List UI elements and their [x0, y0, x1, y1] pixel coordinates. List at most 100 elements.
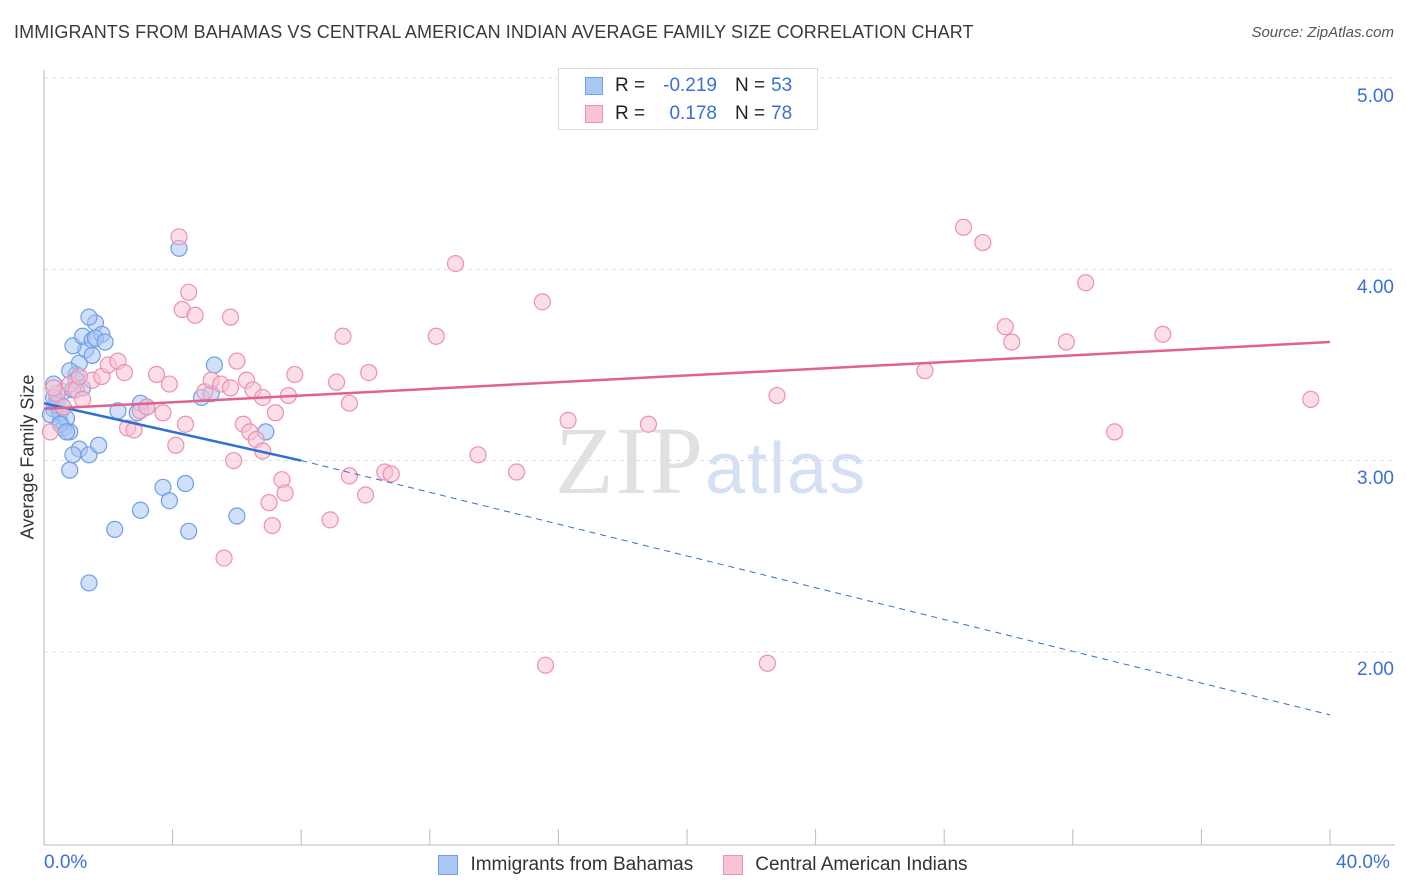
- legend-n-label: N =: [735, 103, 766, 124]
- y-tick-label-5: 5.00: [1357, 86, 1394, 107]
- central-american-point: [1077, 274, 1095, 292]
- bahamas-point: [80, 308, 98, 326]
- central-american-point: [533, 293, 551, 311]
- central-american-point: [382, 465, 400, 483]
- bahamas-point: [228, 507, 246, 525]
- series-swatch-blue: [438, 855, 459, 875]
- bahamas-point: [83, 346, 101, 364]
- legend-r-value: -0.219: [663, 75, 717, 96]
- central-american-point: [45, 379, 63, 397]
- central-american-point: [954, 218, 973, 236]
- source-label: Source: ZipAtlas.com: [1251, 24, 1394, 41]
- legend-n-label: N =: [735, 75, 766, 96]
- central-american-point: [147, 365, 166, 384]
- central-american-point: [186, 306, 204, 324]
- y-tick-label-4: 4.00: [1357, 277, 1394, 298]
- central-american-point: [180, 283, 198, 301]
- y-axis-title: Average Family Size: [17, 374, 38, 540]
- series-label-bahamas: Immigrants from Bahamas: [470, 854, 694, 875]
- central-american-point: [225, 451, 243, 470]
- x-tick-label-max: 40.0%: [1336, 852, 1390, 873]
- central-american-point: [469, 446, 487, 464]
- central-american-point: [125, 421, 143, 439]
- bahamas-point: [106, 520, 124, 539]
- central-american-point: [228, 352, 246, 370]
- legend-n-value: 53: [771, 75, 793, 96]
- series-legend-bahamas[interactable]: Immigrants from Bahamas: [438, 854, 693, 876]
- legend-row-central-american: R = 0.178 N = 78: [585, 102, 792, 126]
- central-american-point: [639, 415, 658, 433]
- legend-swatch-pink: [585, 105, 603, 123]
- central-american-point: [1302, 390, 1320, 408]
- series-legend-central-american[interactable]: Central American Indians: [723, 854, 968, 876]
- central-american-point: [138, 398, 156, 416]
- central-american-point: [446, 255, 465, 273]
- bahamas-point: [205, 356, 223, 374]
- series-legend: Immigrants from Bahamas Central American…: [0, 852, 1406, 878]
- central-american-point: [41, 423, 60, 441]
- central-american-point: [266, 404, 285, 422]
- central-american-point: [360, 364, 378, 382]
- bahamas-point: [90, 436, 108, 454]
- central-american-point: [356, 486, 375, 504]
- central-american-point: [340, 467, 359, 485]
- bahamas-point: [64, 446, 82, 464]
- central-american-point: [154, 404, 172, 422]
- bahamas-point: [131, 501, 150, 519]
- bahamas-point: [80, 574, 98, 592]
- legend-row-bahamas: R = -0.219 N = 53: [585, 74, 792, 98]
- series-swatch-pink: [723, 855, 744, 875]
- central-american-point: [536, 656, 555, 674]
- legend-r-label: R =: [615, 103, 646, 124]
- central-american-point: [263, 516, 281, 535]
- central-american-point: [758, 654, 776, 672]
- bahamas-point: [180, 522, 198, 540]
- central-american-point: [768, 386, 786, 405]
- central-american-point: [327, 373, 346, 391]
- central-american-point: [427, 327, 445, 345]
- data-points: [41, 86, 1320, 674]
- central-american-point: [215, 549, 233, 567]
- central-american-point: [115, 364, 133, 382]
- bahamas-point: [96, 333, 114, 351]
- axes: [43, 70, 1395, 846]
- central-american-point: [160, 375, 178, 393]
- gridlines: [44, 77, 1395, 653]
- legend-r-label: R =: [615, 75, 646, 96]
- bahamas-point: [160, 492, 178, 510]
- trend-lines: [43, 340, 1331, 716]
- x-tick-label-min: 0.0%: [44, 852, 88, 873]
- central-american-point: [916, 362, 934, 380]
- central-american-point: [334, 327, 352, 345]
- central-american-point: [221, 308, 240, 326]
- series-label-central-american: Central American Indians: [755, 854, 968, 875]
- legend-r-value: 0.178: [669, 103, 717, 124]
- central-american-point: [260, 494, 278, 512]
- central-american-point: [276, 484, 294, 502]
- central-american-point: [340, 394, 359, 412]
- central-american-point: [996, 318, 1014, 336]
- central-american-point: [974, 233, 992, 252]
- central-american-point: [73, 390, 92, 408]
- central-american-point: [170, 228, 188, 246]
- central-american-point: [70, 367, 88, 386]
- bahamas-point: [61, 461, 79, 479]
- legend-n-value: 78: [771, 103, 793, 124]
- y-tick-label-2: 2.00: [1357, 659, 1394, 680]
- central-american-point: [221, 379, 240, 397]
- central-american-point: [1003, 333, 1021, 351]
- bahamas-trend-extension: [301, 460, 1331, 716]
- bahamas-trend-line: [43, 401, 302, 462]
- central-american-point: [167, 436, 185, 454]
- central-american-point: [1154, 325, 1172, 343]
- central-american-point: [508, 463, 526, 481]
- central-american-point: [176, 415, 195, 433]
- central-american-point: [321, 511, 339, 529]
- central-american-point: [1057, 333, 1075, 351]
- bahamas-point: [176, 474, 195, 493]
- legend-swatch-blue: [585, 77, 603, 95]
- central-american-trend-line: [43, 340, 1331, 411]
- central-american-point: [1105, 423, 1124, 441]
- y-tick-label-3: 3.00: [1357, 468, 1394, 489]
